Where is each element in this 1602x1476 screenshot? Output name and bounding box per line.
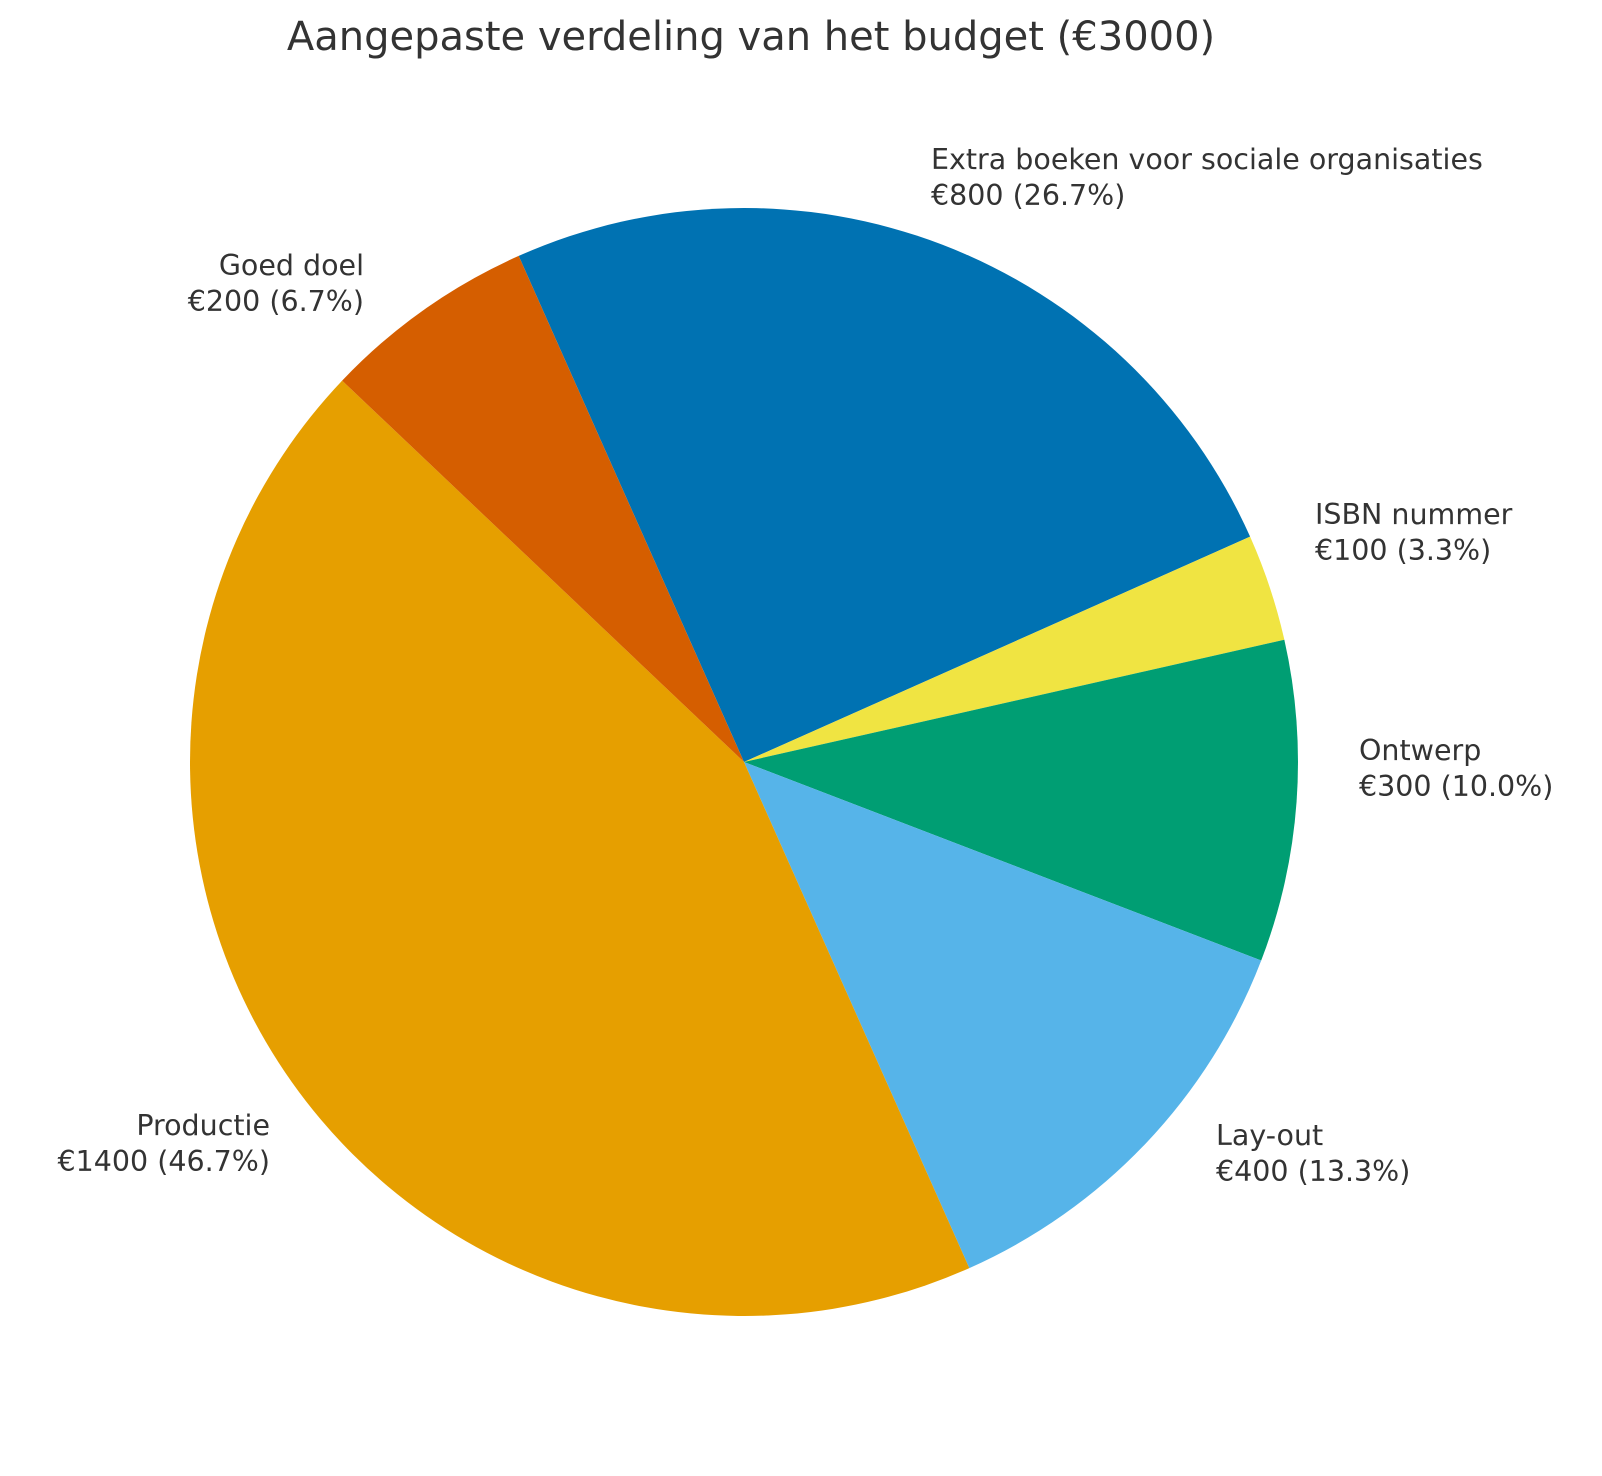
pie-slice-ontwerp — [744, 639, 1298, 961]
pie-slice-lay-out — [744, 762, 1262, 1269]
label-value: €300 (10.0%) — [1359, 770, 1554, 803]
label-value: €100 (3.3%) — [1315, 534, 1492, 567]
label-name: Goed doel — [218, 249, 364, 282]
label-goed-doel: Goed doel €200 (6.7%) — [188, 248, 364, 320]
label-name: Ontwerp — [1359, 734, 1482, 767]
chart-title: Aangepaste verdeling van het budget (€30… — [286, 14, 1216, 60]
pie-slice-goed-doel — [342, 255, 744, 762]
label-ontwerp: Ontwerp €300 (10.0%) — [1359, 733, 1553, 805]
label-value: €200 (6.7%) — [187, 285, 364, 318]
label-isbn-nummer: ISBN nummer €100 (3.3%) — [1315, 497, 1512, 569]
label-productie: Productie €1400 (46.7%) — [58, 1108, 271, 1180]
label-value: €1400 (46.7%) — [57, 1145, 271, 1178]
label-value: €400 (13.3%) — [1216, 1155, 1411, 1188]
pie-slice-isbn-nummer — [744, 536, 1285, 762]
label-value: €800 (26.7%) — [931, 179, 1126, 212]
pie-slice-productie — [190, 380, 970, 1316]
pie-slice-extra-boeken-voor-sociale-organisaties — [518, 208, 1251, 763]
label-extra-boeken: Extra boeken voor sociale organisaties €… — [931, 142, 1483, 214]
label-name: Extra boeken voor sociale organisaties — [931, 143, 1483, 176]
label-name: ISBN nummer — [1315, 498, 1513, 531]
label-name: Lay-out — [1216, 1119, 1324, 1152]
label-lay-out: Lay-out €400 (13.3%) — [1216, 1118, 1410, 1190]
label-name: Productie — [136, 1109, 270, 1142]
